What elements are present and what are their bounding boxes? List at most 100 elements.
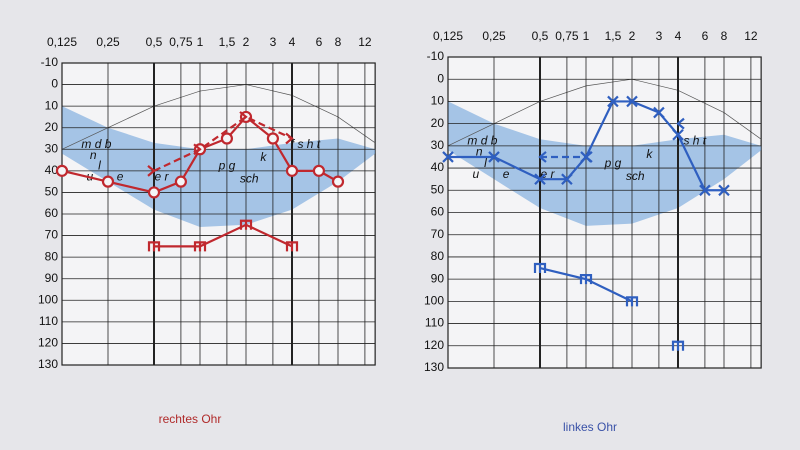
y-tick-label: 130 [424, 360, 444, 374]
x-tick-label: 1 [583, 29, 590, 43]
marker [671, 340, 685, 351]
speech-sound-label: p g [218, 159, 236, 173]
x-tick-label: 0,5 [532, 29, 549, 43]
y-tick-label: 110 [425, 316, 444, 330]
series-line [154, 223, 293, 248]
y-tick-label: 80 [45, 249, 59, 263]
y-tick-label: 50 [431, 182, 445, 196]
x-tick-label: 8 [721, 29, 728, 43]
speech-sound-label: l [98, 159, 101, 173]
marker [174, 175, 188, 188]
marker [147, 186, 161, 199]
marker [533, 262, 547, 274]
x-tick-label: 4 [675, 29, 682, 43]
speech-sound-label: e [117, 170, 124, 184]
y-tick-label: 10 [45, 98, 59, 112]
y-tick-label: 100 [38, 292, 58, 306]
y-tick-label: 10 [431, 94, 445, 108]
y-tick-label: 120 [424, 338, 444, 352]
x-tick-label: 3 [656, 29, 663, 43]
speech-sound-label: m d b [81, 137, 111, 151]
x-tick-label: 3 [270, 35, 277, 49]
y-tick-label: 130 [38, 357, 58, 371]
marker [584, 151, 593, 163]
y-tick-label: 0 [51, 77, 58, 91]
marker [147, 241, 161, 252]
x-tick-label: 12 [744, 29, 758, 43]
y-tick-label: -10 [427, 49, 445, 63]
hearing-threshold-curve [61, 84, 376, 150]
marker [676, 117, 685, 130]
y-tick-label: 100 [424, 294, 444, 308]
x-tick-label: 6 [702, 29, 709, 43]
marker [193, 143, 202, 156]
chart-title: linkes Ohr [563, 420, 617, 434]
marker [285, 164, 299, 177]
marker [579, 274, 593, 285]
y-tick-label: 70 [45, 228, 59, 242]
speech-sound-label: p g [604, 156, 622, 170]
x-tick-label: 0,75 [555, 29, 579, 43]
y-tick-label: 40 [45, 163, 59, 177]
x-tick-label: 0,125 [433, 29, 463, 43]
marker [626, 95, 638, 108]
marker [239, 219, 253, 230]
y-tick-label: 120 [38, 336, 58, 350]
y-tick-label: 90 [431, 271, 445, 285]
marker [442, 151, 454, 163]
marker [672, 128, 684, 141]
speech-sound-label: f s h t [677, 134, 707, 148]
y-tick-label: 70 [431, 227, 445, 241]
x-tick-label: 0,75 [169, 35, 193, 49]
x-tick-label: 0,5 [146, 35, 163, 49]
speech-sound-label: m d b [467, 134, 497, 148]
speech-sound-label: l [484, 156, 487, 170]
marker [285, 241, 299, 252]
marker [193, 241, 207, 252]
speech-sound-label: k [260, 150, 267, 164]
speech-sound-label: e r [155, 170, 170, 184]
marker [147, 165, 156, 177]
x-tick-label: 1,5 [605, 29, 622, 43]
y-tick-label: 40 [431, 160, 445, 174]
hearing-threshold-curve [447, 78, 762, 147]
marker [266, 132, 280, 145]
y-tick-label: 60 [431, 205, 445, 219]
y-tick-label: 50 [45, 185, 59, 199]
x-tick-label: 0,25 [96, 35, 120, 49]
y-tick-label: 60 [45, 206, 59, 220]
speech-sound-label: f s h t [291, 137, 321, 151]
chart-title: rechtes Ohr [159, 412, 222, 426]
x-tick-label: 0,25 [482, 29, 506, 43]
marker [285, 132, 294, 145]
speech-sound-label: u [472, 167, 479, 181]
speech-sound-label: sch [240, 172, 259, 186]
x-tick-label: 2 [629, 29, 636, 43]
x-tick-label: 1,5 [219, 35, 236, 49]
x-tick-label: 8 [335, 35, 342, 49]
x-tick-label: 2 [243, 35, 250, 49]
speech-sound-label: e [503, 167, 510, 181]
marker [718, 184, 730, 197]
marker [488, 151, 500, 163]
y-tick-label: 110 [39, 314, 58, 328]
y-tick-label: 30 [431, 138, 445, 152]
marker [55, 164, 69, 177]
speech-banana [62, 106, 376, 227]
x-tick-label: 0,125 [47, 35, 77, 49]
marker [331, 175, 345, 188]
speech-sound-label: n [90, 148, 97, 162]
x-tick-label: 12 [358, 35, 372, 49]
marker [561, 173, 573, 185]
speech-banana [448, 101, 762, 226]
x-tick-label: 1 [197, 35, 204, 49]
series-line [153, 115, 293, 172]
marker [220, 132, 234, 145]
marker [625, 296, 639, 307]
y-tick-label: 90 [45, 271, 59, 285]
y-tick-label: 30 [45, 141, 59, 155]
y-tick-label: 20 [431, 116, 445, 130]
speech-sound-label: k [646, 147, 653, 161]
y-tick-label: 80 [431, 249, 445, 263]
